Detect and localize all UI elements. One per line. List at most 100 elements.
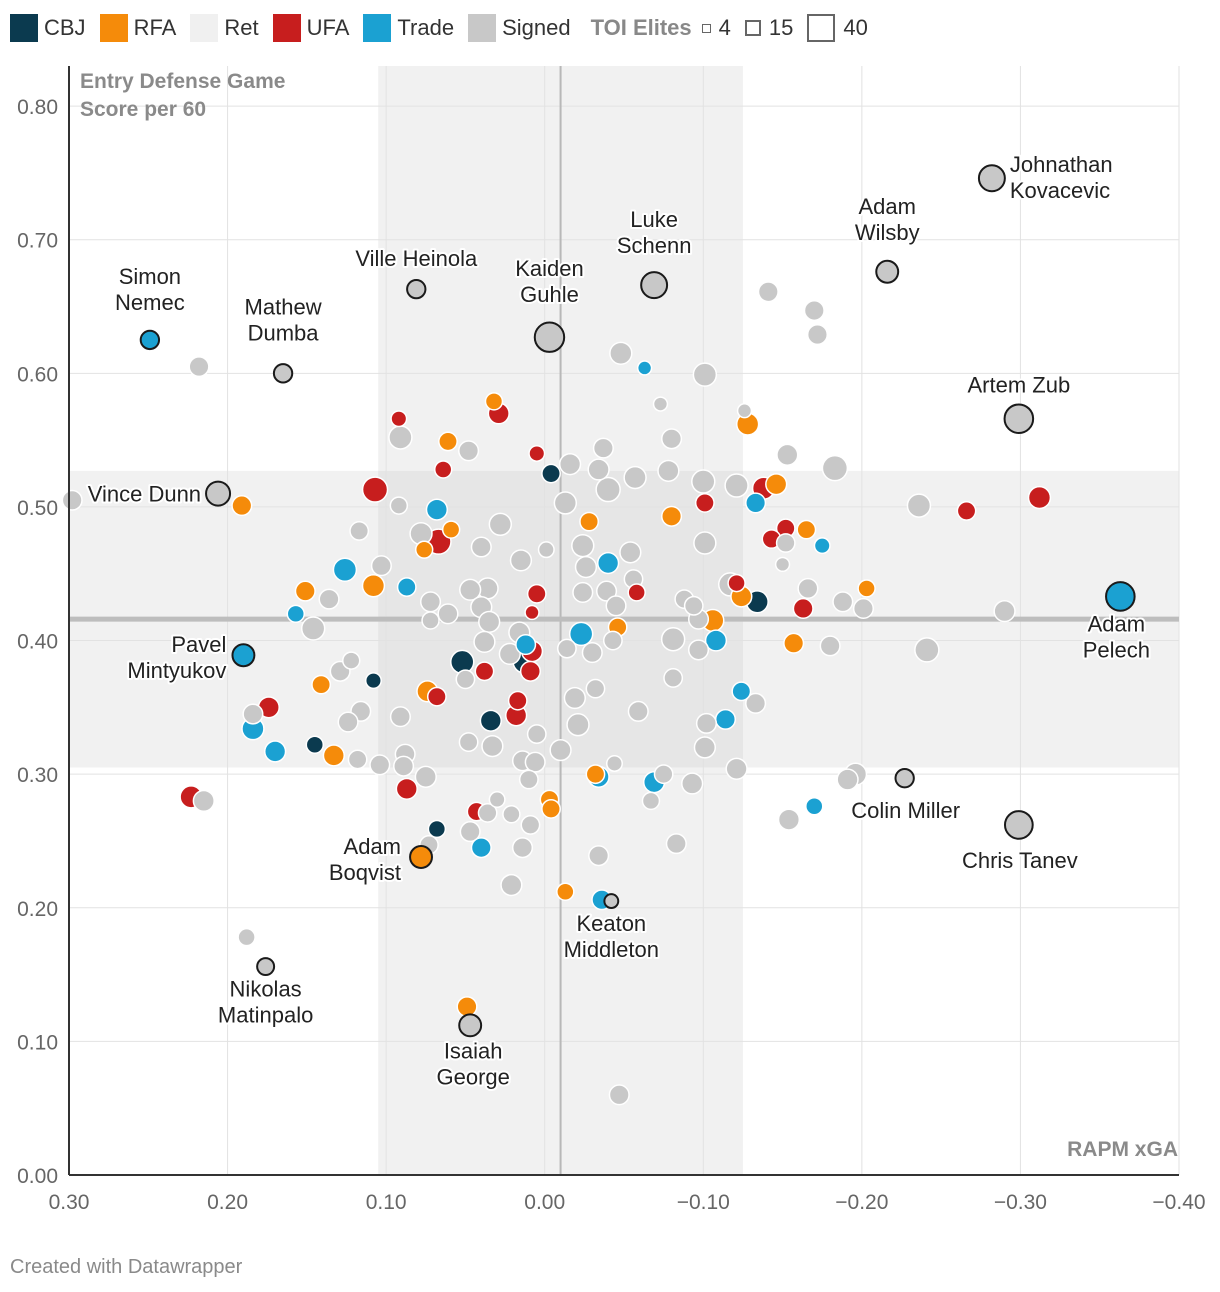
point-label: Pavel Mintyukov [127, 632, 226, 683]
point-signed [347, 749, 368, 770]
point-label: Ville Heinola [355, 246, 478, 271]
point-signed [977, 164, 1006, 193]
point-signed [736, 403, 753, 419]
point-signed [605, 754, 623, 772]
legend-item-trade: Trade [363, 14, 454, 42]
point-cbj [305, 735, 325, 754]
point-signed [681, 772, 704, 795]
point-signed [776, 443, 799, 466]
point-signed [608, 1084, 630, 1106]
y-axis-title-line2: Score per 60 [80, 98, 206, 121]
point-label: Johnathan Kovacevic [1010, 152, 1113, 203]
y-tick-label: 0.00 [17, 1165, 58, 1188]
point-signed [337, 711, 359, 733]
legend-size-title: TOI Elites [590, 15, 692, 40]
point-ufa [694, 493, 715, 513]
legend: CBJ RFA Ret UFA Trade Signed TOI Elites … [10, 12, 882, 44]
point-ufa [627, 583, 646, 602]
point-signed [602, 630, 623, 651]
point-ufa [792, 597, 814, 620]
point-rfa [484, 392, 504, 411]
point-ufa [395, 777, 418, 800]
point-signed [653, 764, 674, 785]
point-rfa [456, 996, 478, 1018]
point-signed [488, 791, 506, 809]
point-signed [520, 815, 541, 835]
point-signed [592, 437, 614, 459]
point-signed [906, 493, 932, 518]
x-tick-label: −0.20 [835, 1191, 888, 1214]
x-tick-label: −0.10 [677, 1191, 730, 1214]
point-ufa [524, 604, 540, 621]
point-signed [581, 642, 603, 664]
point-signed [458, 1013, 483, 1038]
size-square-icon [807, 14, 836, 42]
point-signed [526, 724, 547, 744]
point-ufa [474, 661, 495, 682]
y-axis-title-line1: Entry Defense Game [80, 70, 285, 93]
legend-label: UFA [306, 15, 350, 40]
point-signed [687, 639, 710, 661]
point-signed [661, 428, 683, 450]
point-rfa [294, 580, 316, 602]
point-signed [459, 578, 482, 601]
point-signed [553, 491, 578, 515]
point-rfa [231, 495, 253, 517]
point-signed [533, 321, 566, 353]
legend-swatch [363, 14, 392, 42]
point-trade [396, 577, 417, 598]
point-signed [572, 581, 594, 603]
point-signed [478, 610, 501, 633]
y-tick-label: 0.40 [17, 631, 58, 654]
point-signed [477, 802, 498, 823]
legend-size-medium: 15 [744, 15, 793, 41]
point-trade [139, 329, 161, 351]
point-signed [349, 521, 370, 541]
point-signed [458, 732, 479, 753]
legend-size-label: 40 [843, 15, 868, 40]
y-tick-label: 0.50 [17, 497, 58, 520]
point-signed [588, 845, 610, 867]
point-signed [774, 556, 791, 573]
point-signed [488, 512, 513, 537]
point-signed [389, 496, 409, 515]
legend-item-ret: Ret [190, 14, 259, 42]
point-signed [745, 692, 767, 714]
point-signed [665, 833, 687, 855]
point-signed [725, 757, 748, 780]
data-points [61, 164, 1136, 1106]
legend-label: Signed [502, 15, 571, 40]
point-signed [832, 591, 854, 613]
point-trade [425, 498, 449, 521]
y-tick-label: 0.80 [17, 96, 58, 119]
x-tick-label: 0.00 [524, 1191, 565, 1214]
y-tick-label: 0.20 [17, 898, 58, 921]
point-trade [263, 740, 287, 763]
point-signed [437, 603, 459, 625]
point-labels: Johnathan Kovacevic Adam Wilsby Luke Schenn Vi… [86, 150, 1152, 1091]
point-signed [370, 555, 392, 577]
point-signed [652, 396, 669, 412]
point-signed [993, 600, 1016, 623]
point-signed [724, 473, 749, 498]
point-signed [393, 755, 415, 777]
point-signed [640, 271, 669, 300]
point-signed [657, 459, 680, 482]
point-signed [691, 469, 716, 494]
axes: 0.30 0.20 0.10 0.00 −0.10 −0.20 −0.30 −0.40 0.00… [17, 66, 1206, 1214]
point-signed [692, 362, 718, 387]
point-signed [587, 458, 610, 481]
point-rfa [585, 764, 606, 785]
point-label: Nikolas Matinpalo [218, 977, 313, 1028]
point-signed [693, 531, 717, 555]
point-signed [318, 588, 340, 610]
point-signed [518, 769, 539, 790]
point-label: Colin Miller [851, 798, 960, 823]
point-trade [286, 604, 305, 624]
point-signed [511, 837, 534, 859]
point-signed [836, 768, 859, 791]
point-rfa [857, 579, 876, 598]
point-rfa [556, 882, 575, 901]
size-square-icon [744, 20, 761, 36]
legend-size-label: 4 [718, 15, 731, 40]
